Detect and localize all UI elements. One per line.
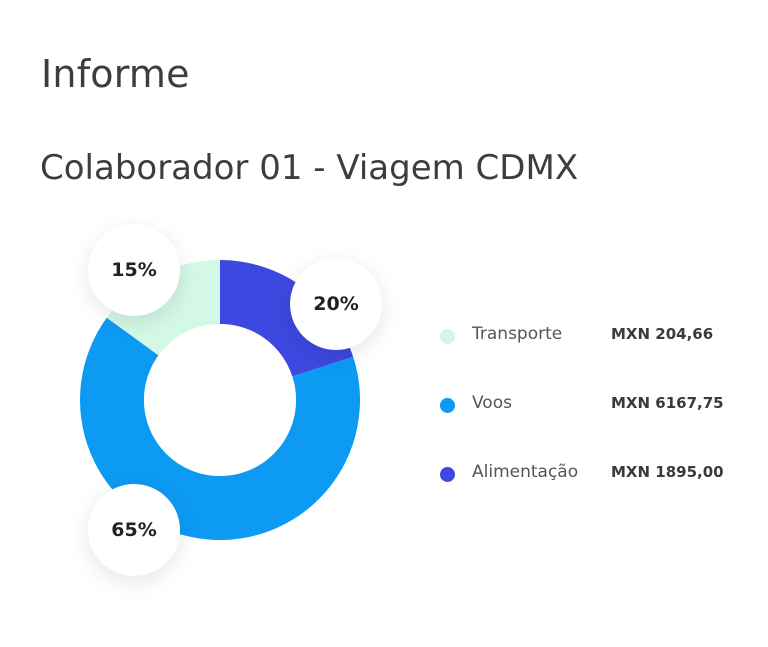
legend-value: MXN 6167,75 [611, 394, 724, 412]
legend-value: MXN 1895,00 [611, 463, 724, 481]
legend-label: Voos [472, 393, 512, 413]
percent-badge-transporte: 15% [88, 224, 180, 316]
legend-value: MXN 204,66 [611, 325, 714, 343]
donut-hole [144, 324, 296, 476]
legend-item-alimentacao: Alimentação MXN 1895,00 [440, 456, 740, 525]
chart-legend: Transporte MXN 204,66 Voos MXN 6167,75 A… [440, 318, 740, 525]
donut-slice-transporte [106, 260, 220, 356]
legend-label: Transporte [472, 324, 563, 344]
legend-item-voos: Voos MXN 6167,75 [440, 387, 740, 456]
page-title: Informe [41, 52, 190, 96]
report-subtitle: Colaborador 01 - Viagem CDMX [40, 148, 579, 188]
percent-badge-voos: 65% [88, 484, 180, 576]
donut-chart: 15% 20% 65% [0, 200, 420, 620]
legend-label: Alimentação [472, 462, 579, 482]
legend-swatch [440, 329, 455, 344]
percent-badge-alimentacao: 20% [290, 258, 382, 350]
legend-swatch [440, 467, 455, 482]
legend-item-transporte: Transporte MXN 204,66 [440, 318, 740, 387]
legend-swatch [440, 398, 455, 413]
donut-slice-voos [79, 317, 360, 540]
